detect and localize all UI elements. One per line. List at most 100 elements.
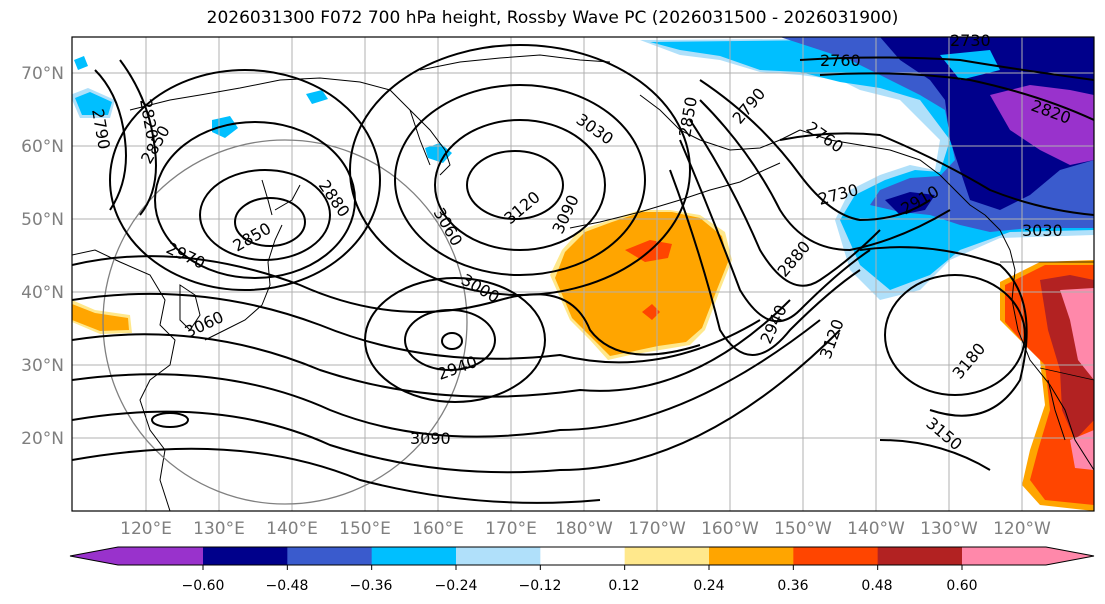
contour-zonal-4 (72, 319, 821, 438)
contour-label: 3000 (458, 270, 503, 307)
lat-axis: 70°N 60°N 50°N 40°N 30°N 20°N (21, 64, 64, 449)
lon-label: 180°W (555, 519, 613, 539)
lon-label: 140°E (266, 519, 318, 539)
colorbar-tick-label: 0.24 (693, 578, 724, 594)
colorbar-box (540, 547, 626, 565)
colorbar: −0.60 −0.48 −0.36 −0.24 −0.12 0.12 0.24 … (69, 546, 1095, 594)
lon-label: 130°E (193, 519, 245, 539)
coastline-aleutians (569, 162, 781, 229)
range-circle (102, 139, 468, 505)
lon-label: 120°E (120, 519, 172, 539)
lon-label: 130°W (920, 519, 978, 539)
contour-label: 3060 (182, 307, 227, 341)
colorbar-tick-label: −0.48 (266, 578, 309, 594)
contour-low-ring-1 (199, 169, 331, 261)
contour-epac-high-2 (859, 246, 1028, 417)
contour-north-1 (799, 56, 1094, 81)
contour-label: 2850 (230, 219, 275, 256)
graticule (72, 37, 1094, 511)
contour-cutoff-center (441, 332, 463, 350)
negative-anomaly-siberia-2 (212, 116, 238, 138)
coastline-bc-coast (984, 214, 1016, 271)
contour-trough-5 (669, 169, 861, 356)
lat-label: 50°N (21, 210, 64, 230)
colorbar-tick-label: −0.36 (350, 578, 393, 594)
colorbar-box (962, 547, 1047, 565)
contour-label: 2880 (315, 176, 354, 220)
colorbar-box (456, 547, 541, 565)
lat-label: 30°N (21, 356, 64, 376)
positive-anomaly-red-pacific-2 (642, 304, 660, 320)
negative-anomaly-siberia-5 (74, 56, 88, 70)
lon-label: 120°W (993, 519, 1051, 539)
contour-label: 2880 (774, 237, 815, 280)
colorbar-tick-label: −0.12 (519, 578, 562, 594)
height-contours (72, 44, 1094, 504)
contour-epac-high-1 (884, 274, 1026, 396)
lat-label: 60°N (21, 137, 64, 157)
contour-label: 3120 (816, 317, 848, 362)
colorbar-extension-min (70, 547, 118, 565)
coastline-baja (1047, 379, 1066, 441)
colorbar-tick-label: 0.60 (946, 578, 977, 594)
colorbar-box (371, 547, 457, 565)
contour-label: 3150 (922, 414, 965, 455)
lon-label: 160°W (701, 519, 759, 539)
colorbar-box (624, 547, 710, 565)
coastlines (72, 54, 1094, 511)
contour-label: 3060 (430, 205, 467, 250)
colorbar-tick-label: −0.24 (435, 578, 478, 594)
colorbar-extension-max (1046, 547, 1094, 565)
contour-siberia-west-2 (119, 59, 157, 216)
coastline-chukotka (419, 54, 611, 71)
map-frame (71, 36, 1095, 512)
contour-zonal-2 (72, 292, 761, 364)
contour-label: 2760 (820, 51, 861, 70)
negative-anomaly-navy-alaska (880, 37, 1094, 210)
contour-label: 3090 (548, 192, 582, 237)
contour-label: 3180 (949, 339, 990, 382)
coastline-alaska-west (639, 94, 801, 151)
contour-label: 2730 (950, 31, 991, 50)
colorbar-box (118, 547, 204, 565)
colorbar-tick-label: 0.48 (861, 578, 892, 594)
contour-label: 3030 (1022, 221, 1063, 240)
contour-ridge-center (466, 150, 564, 220)
coastline-japan (204, 184, 301, 341)
contour-low-center (234, 197, 306, 247)
contour-label: 2970 (163, 238, 208, 272)
colorbar-tick-label: 0.12 (608, 578, 639, 594)
colorbar-ticks (202, 565, 963, 570)
lon-label: 140°W (847, 519, 905, 539)
positive-anomaly-wpac-orange (72, 304, 129, 331)
coastline-sakhalin (261, 179, 273, 216)
colorbar-box (709, 547, 794, 565)
colorbar-tick-label: 0.36 (777, 578, 808, 594)
lon-label: 170°W (628, 519, 686, 539)
border-us-mexico (1039, 367, 1094, 381)
colorbar-boxes (118, 547, 1047, 565)
contour-ridge-ring-1 (434, 119, 606, 251)
contour-label: 2940 (756, 302, 790, 347)
contour-small-high-south (151, 412, 189, 428)
coastline-okhotsk (129, 77, 431, 166)
chart-title: 2026031300 F072 700 hPa height, Rossby W… (206, 8, 899, 28)
contour-zonal-5 (72, 329, 841, 474)
negative-anomaly-siberia-1b (75, 92, 112, 115)
colorbar-outline (69, 546, 1095, 566)
contour-ridge-ring-2 (394, 84, 646, 276)
contour-label: 3090 (410, 429, 451, 448)
colorbar-box (877, 547, 963, 565)
lon-label: 160°E (412, 519, 464, 539)
contour-zonal-3 (72, 299, 791, 398)
contour-label: 2760 (803, 118, 847, 157)
colorbar-box (203, 547, 288, 565)
colorbar-box (287, 547, 373, 565)
lat-label: 70°N (21, 64, 64, 84)
coastline-korea (179, 284, 201, 331)
lon-label: 150°E (339, 519, 391, 539)
contour-north-3 (779, 132, 1094, 216)
coastline-us-west (1011, 269, 1094, 471)
contour-label: 2820 (136, 97, 162, 140)
